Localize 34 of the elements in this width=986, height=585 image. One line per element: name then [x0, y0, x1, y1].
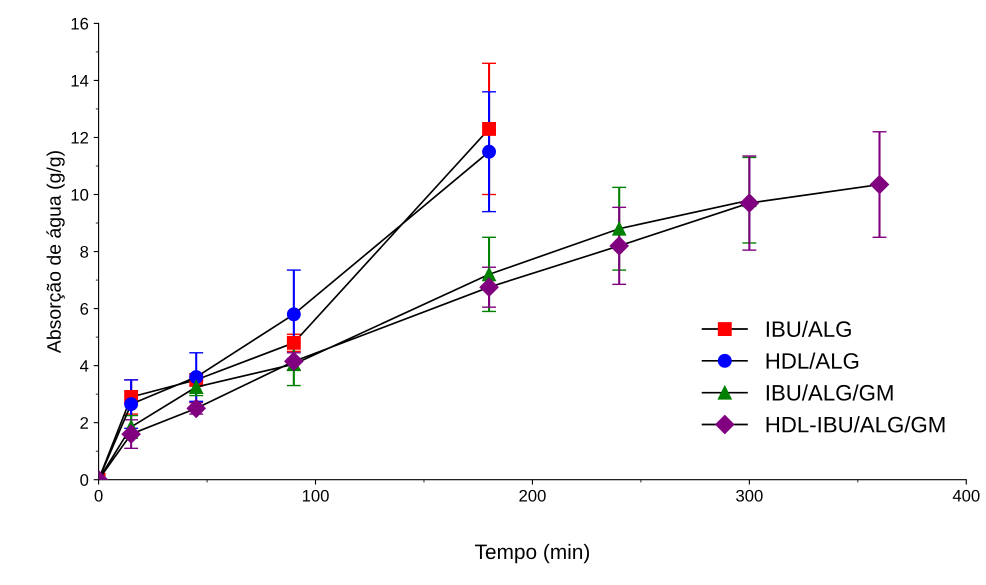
point [480, 278, 499, 297]
x-tick-label: 400 [952, 490, 980, 502]
legend-label: IBU/ALG/GM [766, 384, 893, 401]
y-tick-label: 14 [72, 75, 88, 86]
point [286, 307, 301, 322]
point [612, 222, 626, 236]
y-tick-label: 10 [72, 188, 88, 201]
y-tick-label: 4 [80, 360, 88, 372]
point [870, 174, 890, 194]
legend-label: IBU/ALG [766, 320, 851, 338]
y-tick-label: 8 [80, 246, 88, 258]
point [189, 370, 204, 384]
point [124, 397, 138, 412]
point [286, 336, 301, 350]
x-tick-label: 200 [519, 490, 546, 502]
legend-label: HDL/ALG [766, 352, 858, 369]
y-tick-label: 12 [72, 132, 88, 144]
point [189, 380, 204, 394]
y-tick-label: 2 [80, 417, 88, 429]
point [482, 122, 496, 136]
y-tick-label: 6 [80, 302, 88, 315]
x-tick-label: 300 [736, 490, 763, 502]
point [186, 398, 206, 418]
x-axis-title: Tempo (min) [475, 544, 590, 564]
y-tick-label: 0 [80, 474, 88, 486]
y-tick-label: 16 [72, 18, 88, 30]
x-tick-label: 0 [94, 490, 103, 502]
y-axis-title: Absorção de água (g/g) [46, 151, 65, 354]
point [610, 236, 629, 256]
x-tick-label: 100 [302, 490, 329, 502]
legend-label: HDL-IBU/ALG/GM [766, 416, 944, 432]
point [740, 194, 759, 213]
point [122, 424, 141, 444]
point [482, 144, 496, 159]
